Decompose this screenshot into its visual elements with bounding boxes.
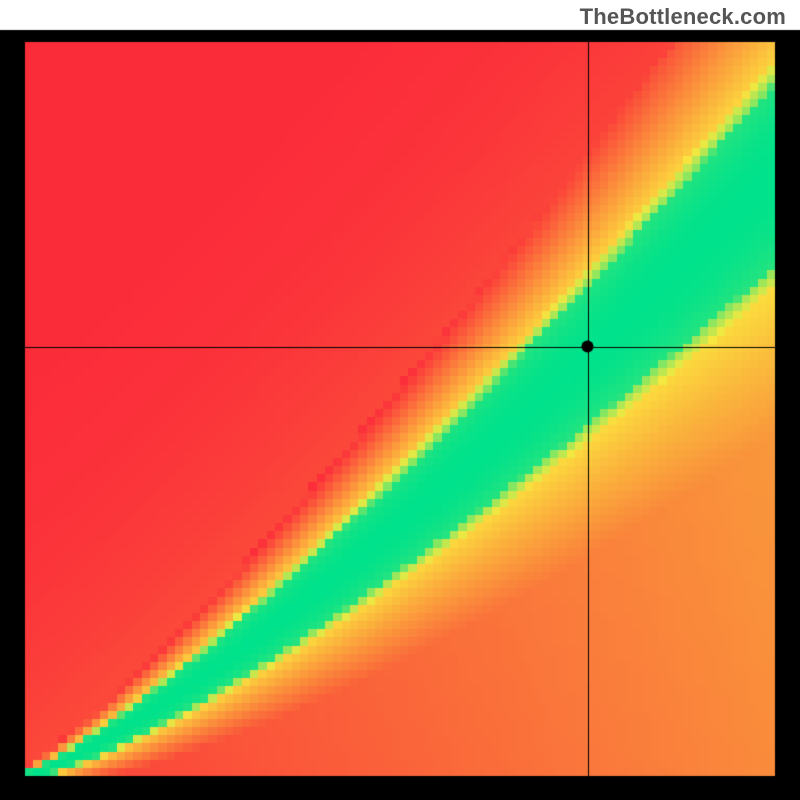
bottleneck-chart-container: TheBottleneck.com [0,0,800,800]
watermark-text: TheBottleneck.com [580,4,786,30]
bottleneck-heatmap-canvas [0,0,800,800]
